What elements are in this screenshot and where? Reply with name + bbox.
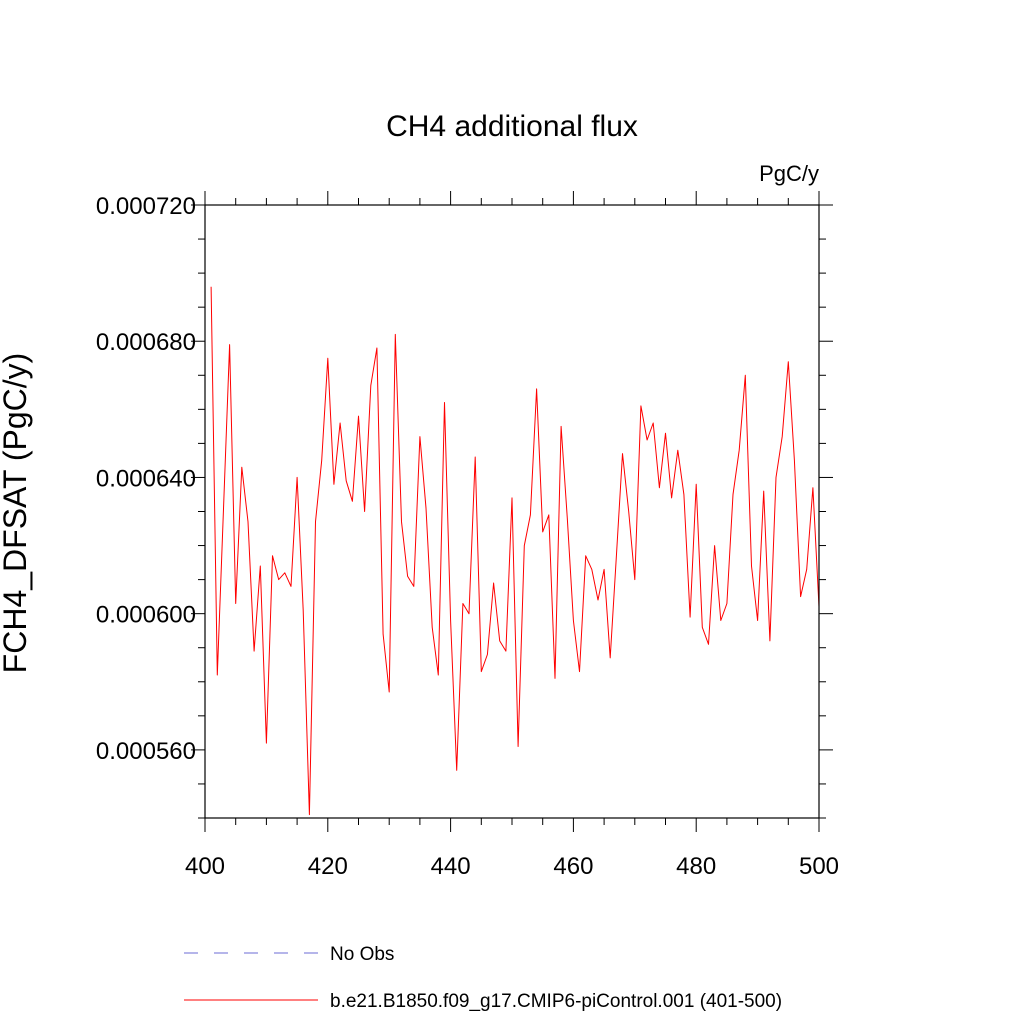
y-tick-label: 0.000600	[96, 602, 196, 629]
y-tick-label: 0.000640	[96, 465, 196, 492]
plot-frame	[204, 204, 820, 819]
chart-title: CH4 additional flux	[386, 110, 638, 143]
y-tick-label: 0.000560	[96, 738, 196, 765]
units-label: PgC/y	[759, 161, 819, 186]
x-tick-label: 480	[676, 853, 716, 880]
x-tick-label: 500	[799, 853, 839, 880]
legend-label-no-obs: No Obs	[330, 944, 394, 965]
y-tick-label: 0.000720	[96, 193, 196, 220]
x-tick-label: 420	[308, 853, 348, 880]
x-tick-label: 440	[431, 853, 471, 880]
legend-label-control-run: b.e21.B1850.f09_g17.CMIP6-piControl.001 …	[330, 991, 782, 1012]
x-axis-ticks: 400 420 440 460 480 500	[185, 191, 839, 880]
series-line	[210, 286, 820, 816]
y-tick-label: 0.000680	[96, 329, 196, 356]
x-tick-label: 460	[553, 853, 593, 880]
legend: No Obs b.e21.B1850.f09_g17.CMIP6-piContr…	[184, 944, 782, 1012]
y-axis-label: FCH4_DFSAT (PgC/y)	[0, 353, 33, 674]
x-tick-label: 400	[185, 853, 225, 880]
series-layer	[210, 286, 820, 816]
y-axis-ticks: 0.000560 0.000600 0.000640 0.000680 0.000720	[96, 193, 833, 819]
